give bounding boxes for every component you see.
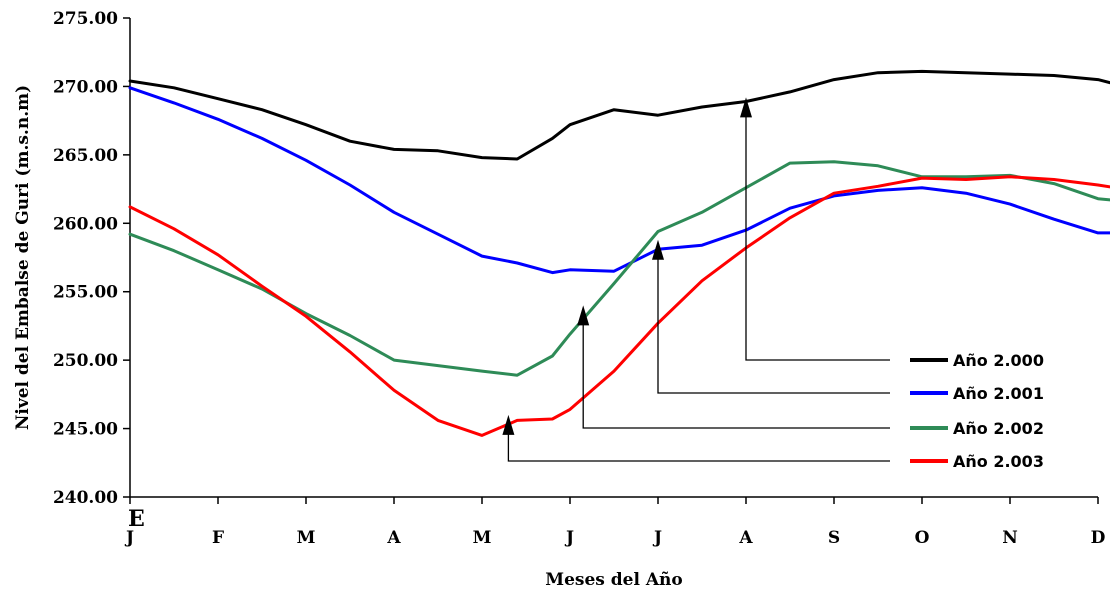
- x-axis-title: Meses del Año: [545, 570, 682, 590]
- annotation-leader: [582, 323, 890, 429]
- legend-label: Año 2.001: [953, 384, 1044, 403]
- x-tick-label: J: [652, 528, 662, 548]
- y-tick-label: 255.00: [53, 283, 118, 303]
- x-tick-label: J: [564, 528, 574, 548]
- annotation-arrowhead: [577, 305, 590, 326]
- y-axis: 240.00 245.00 250.00 255.00 260.00 265.00 270.…: [53, 9, 131, 508]
- series-line: [128, 69, 1110, 161]
- x-tick-label: M: [297, 528, 316, 548]
- x-tick-label: N: [1002, 528, 1018, 548]
- annotation-arrowhead: [652, 239, 664, 260]
- corner-mark: E: [128, 506, 145, 532]
- annotation-leader: [745, 115, 890, 361]
- series-line: [128, 86, 1110, 275]
- annotation-leader: [657, 257, 890, 394]
- y-tick-label: 275.00: [53, 9, 118, 29]
- annotation-leader: [507, 432, 890, 462]
- y-tick-label: 260.00: [53, 214, 118, 234]
- x-tick-label: D: [1091, 528, 1106, 548]
- legend: Año 2.000 Año 2.001 Año 2.002 Año 2.003: [910, 351, 1044, 471]
- x-tick-label: J: [124, 528, 134, 548]
- series-line: [128, 160, 1110, 377]
- annotation-arrowhead: [740, 97, 752, 118]
- legend-label: Año 2.002: [953, 419, 1044, 438]
- x-tick-label: S: [828, 528, 840, 548]
- x-tick-label: M: [473, 528, 492, 548]
- legend-label: Año 2.000: [953, 351, 1044, 370]
- x-tick-label: A: [738, 528, 753, 548]
- y-tick-label: 270.00: [53, 77, 118, 97]
- y-tick-label: 240.00: [53, 488, 118, 508]
- annotation-arrowhead: [502, 414, 515, 435]
- x-tick-label: A: [386, 528, 401, 548]
- series-line: [128, 175, 1110, 437]
- legend-label: Año 2.003: [953, 452, 1044, 471]
- y-axis-title: Nivel del Embalse de Guri (m.s.n.m): [13, 85, 33, 430]
- y-tick-label: 250.00: [53, 351, 118, 371]
- x-tick-label: O: [915, 528, 930, 548]
- y-tick-label: 245.00: [53, 420, 118, 440]
- y-tick-label: 265.00: [53, 146, 118, 166]
- x-tick-label: F: [212, 528, 224, 548]
